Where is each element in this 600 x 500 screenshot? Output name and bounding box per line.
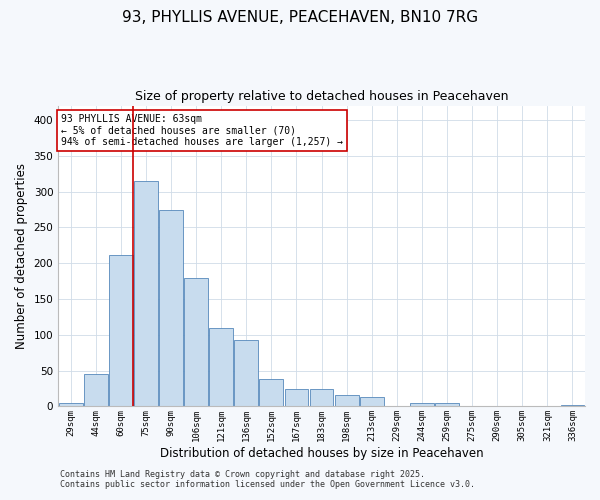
Bar: [109, 254, 133, 406]
Bar: [159, 210, 183, 406]
Bar: [235, 340, 258, 406]
Bar: [360, 397, 383, 406]
Bar: [209, 328, 233, 406]
Bar: [284, 389, 308, 406]
Bar: [335, 395, 359, 406]
Bar: [259, 379, 283, 406]
Bar: [59, 403, 83, 406]
Bar: [410, 403, 434, 406]
Text: Contains HM Land Registry data © Crown copyright and database right 2025.
Contai: Contains HM Land Registry data © Crown c…: [60, 470, 475, 489]
Text: 93 PHYLLIS AVENUE: 63sqm
← 5% of detached houses are smaller (70)
94% of semi-de: 93 PHYLLIS AVENUE: 63sqm ← 5% of detache…: [61, 114, 343, 148]
Text: 93, PHYLLIS AVENUE, PEACEHAVEN, BN10 7RG: 93, PHYLLIS AVENUE, PEACEHAVEN, BN10 7RG: [122, 10, 478, 25]
X-axis label: Distribution of detached houses by size in Peacehaven: Distribution of detached houses by size …: [160, 447, 484, 460]
Bar: [84, 374, 108, 406]
Title: Size of property relative to detached houses in Peacehaven: Size of property relative to detached ho…: [135, 90, 508, 103]
Bar: [560, 405, 584, 406]
Bar: [184, 278, 208, 406]
Bar: [134, 181, 158, 406]
Bar: [435, 403, 459, 406]
Y-axis label: Number of detached properties: Number of detached properties: [15, 163, 28, 349]
Bar: [310, 389, 334, 406]
